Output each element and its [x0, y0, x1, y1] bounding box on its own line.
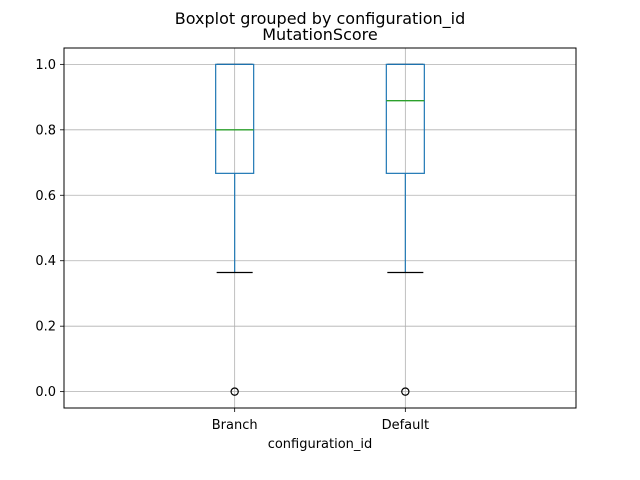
x-tick-label: Branch: [212, 418, 258, 433]
chart-title: MutationScore: [262, 25, 377, 44]
y-tick-label: 0.4: [35, 254, 56, 269]
grid-lines: [64, 48, 576, 408]
iqr-box: [215, 63, 255, 174]
box-branch: [215, 63, 255, 396]
y-tick-label: 0.0: [35, 385, 56, 400]
chart-suptitle: Boxplot grouped by configuration_id: [175, 9, 466, 29]
y-tick-label: 0.2: [35, 320, 56, 335]
x-axis-label: configuration_id: [268, 437, 373, 452]
iqr-box: [385, 63, 425, 174]
outlier-point: [230, 387, 239, 396]
y-tick-label: 0.6: [35, 189, 56, 204]
box-layer: [215, 63, 425, 396]
y-ticks: 0.0 0.2 0.4 0.6 0.8 1.0: [35, 58, 64, 400]
x-ticks: Branch Default: [212, 408, 429, 433]
box-default: [385, 63, 425, 396]
y-tick-label: 1.0: [35, 58, 56, 73]
outlier-point: [401, 387, 410, 396]
plot-frame: [63, 47, 577, 409]
x-tick-label: Default: [382, 418, 430, 433]
y-tick-label: 0.8: [35, 123, 56, 138]
